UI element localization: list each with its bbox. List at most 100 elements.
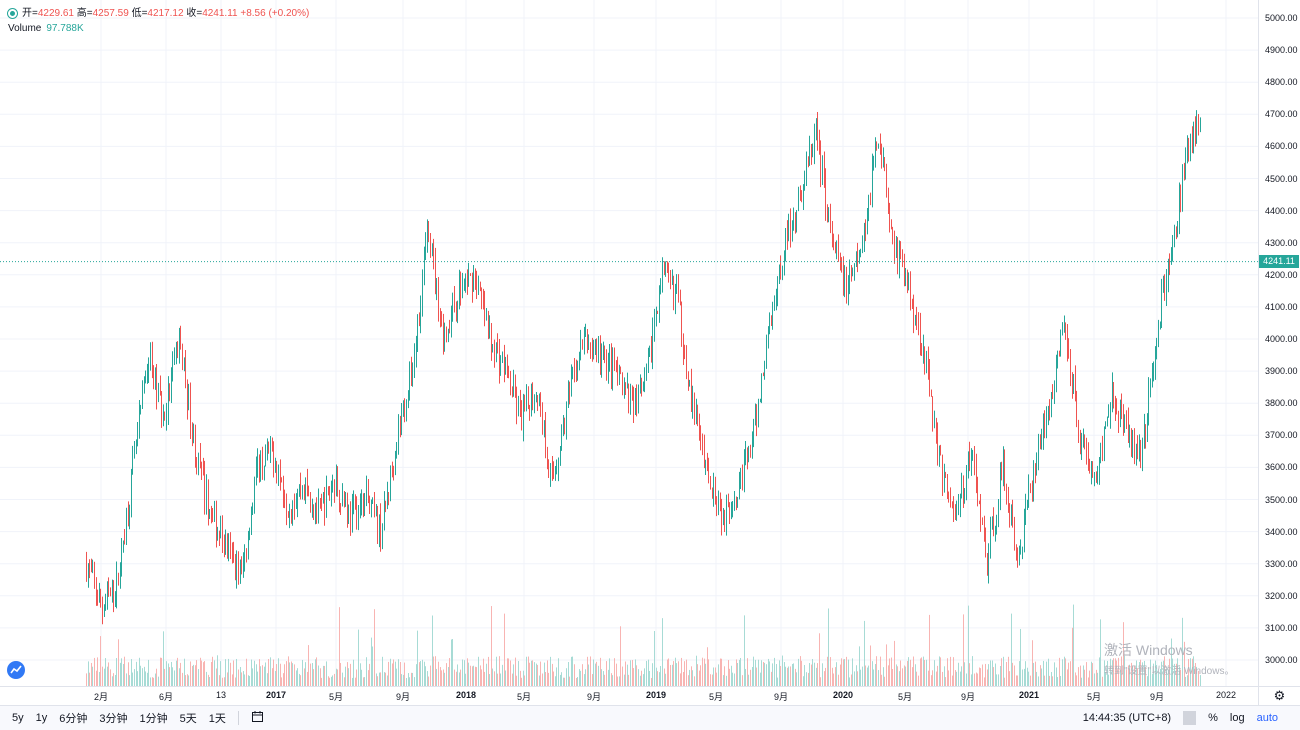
volume-bar-623 [1083, 665, 1084, 686]
volume-bar-399 [724, 666, 725, 686]
volume-bar-277 [529, 662, 530, 686]
auto-scale-toggle[interactable]: auto [1256, 712, 1278, 724]
volume-bar-493 [875, 664, 876, 686]
volume-bar-317 [593, 659, 594, 686]
volume-bar-255 [494, 671, 495, 686]
range-1min-button[interactable]: 1分钟 [139, 713, 168, 725]
volume-bar-197 [401, 674, 402, 686]
volume-bar-285 [542, 673, 543, 686]
volume-bar-245 [478, 656, 479, 686]
range-3min-button[interactable]: 3分钟 [99, 713, 128, 725]
volume-bar-138 [307, 671, 308, 686]
volume-bar-172 [361, 669, 362, 686]
tradingview-logo-icon[interactable] [7, 661, 25, 679]
percent-toggle[interactable]: % [1208, 712, 1218, 724]
volume-bar-513 [907, 660, 908, 686]
price-tick-label: 5000.00 [1265, 13, 1298, 23]
volume-bar-363 [667, 659, 668, 686]
volume-bar-95 [238, 669, 239, 686]
volume-bar-490 [870, 645, 871, 686]
volume-bar-339 [628, 674, 629, 686]
price-tick-label: 3600.00 [1265, 462, 1298, 473]
time-axis[interactable]: 2月 6月 13 2017 5月 9月 2018 5月 9月 2019 5月 9月 2020 5月 9月 20… [0, 686, 1258, 705]
change-value: +8.56 [240, 8, 266, 19]
volume-bar-186 [384, 672, 385, 686]
volume-bar-167 [353, 659, 354, 686]
volume-bar-209 [420, 661, 421, 686]
volume-bar-657 [1137, 668, 1138, 686]
volume-bar-567 [993, 667, 994, 686]
volume-bar-503 [891, 657, 892, 686]
time-tick-label: 9月 [773, 692, 789, 702]
volume-bar-592 [1033, 662, 1034, 686]
volume-bar-524 [924, 660, 925, 686]
volume-bar-34 [140, 665, 141, 686]
settings-gear-icon[interactable]: ⚙ [1258, 686, 1300, 705]
volume-bar-1 [88, 661, 89, 686]
volume-bar-642 [1113, 658, 1114, 686]
candlestick-chart[interactable] [0, 0, 1258, 686]
ohlc-row: 开=4229.61 高=4257.59 低=4217.12 收=4241.11 … [8, 6, 309, 21]
volume-bar-492 [873, 669, 874, 686]
volume-bar-283 [539, 675, 540, 686]
volume-bar-347 [641, 670, 642, 686]
volume-bar-252 [489, 674, 490, 686]
volume-bar-601 [1048, 658, 1049, 686]
price-tick-label: 3700.00 [1265, 430, 1298, 441]
volume-bar-250 [486, 663, 487, 686]
volume-bar-455 [814, 662, 815, 686]
volume-bar-558 [979, 667, 980, 686]
volume-bar-480 [854, 671, 855, 686]
last-price-badge: 4241.11 [1259, 254, 1299, 268]
volume-bar-318 [595, 663, 596, 686]
volume-bar-378 [691, 666, 692, 686]
volume-bar-456 [816, 667, 817, 686]
volume-bar-198 [403, 674, 404, 686]
price-tick-label: 3500.00 [1265, 494, 1298, 505]
volume-bar-422 [761, 660, 762, 686]
volume-bar-505 [894, 640, 895, 686]
volume-bar-381 [696, 655, 697, 686]
range-6min-button[interactable]: 6分钟 [59, 713, 88, 725]
volume-bar-411 [744, 615, 745, 686]
calendar-icon[interactable] [245, 710, 270, 726]
volume-bar-674 [1164, 656, 1165, 686]
volume-bar-305 [574, 664, 575, 686]
chart-area[interactable]: 开=4229.61 高=4257.59 低=4217.12 收=4241.11 … [0, 0, 1258, 686]
volume-bar-367 [673, 661, 674, 686]
volume-bar-379 [692, 670, 693, 686]
volume-bar-78 [211, 661, 212, 686]
volume-bar-210 [422, 659, 423, 686]
series-visibility-icon[interactable] [8, 9, 17, 18]
volume-bar-302 [569, 676, 570, 686]
volume-bar-622 [1081, 677, 1082, 686]
volume-bar-484 [860, 669, 861, 686]
clock-time[interactable]: 14:44:35 (UTC+8) [1082, 712, 1172, 724]
volume-bar-494 [876, 656, 877, 686]
volume-bar-691 [1192, 658, 1193, 686]
volume-bar-324 [604, 674, 605, 686]
volume-bar-265 [510, 660, 511, 686]
volume-bar-482 [857, 671, 858, 686]
high-value: 4257.59 [92, 8, 129, 19]
volume-bar-214 [428, 676, 429, 686]
time-tick-label: 2021 [1018, 690, 1040, 700]
volume-bar-419 [756, 667, 757, 686]
price-scale[interactable]: 3000.00 3100.00 3200.00 3300.00 3400.00 3500.… [1258, 0, 1300, 686]
range-1d-button[interactable]: 1天 [208, 713, 226, 725]
range-5d-button[interactable]: 5天 [179, 713, 197, 725]
price-tick-label: 3300.00 [1265, 558, 1298, 569]
volume-bar-607 [1057, 677, 1058, 686]
volume-bar-536 [944, 666, 945, 686]
range-5y-button[interactable]: 5y [12, 712, 24, 724]
volume-bar-5 [94, 657, 95, 686]
range-1y-button[interactable]: 1y [35, 712, 48, 724]
volume-label: Volume [8, 23, 42, 34]
log-toggle[interactable]: log [1229, 712, 1245, 724]
volume-bar-412 [745, 668, 746, 686]
volume-bar-52 [169, 667, 170, 686]
volume-bar-11 [104, 668, 105, 686]
volume-bar-70 [198, 669, 199, 686]
volume-bar-48 [163, 631, 164, 686]
volume-bar-154 [332, 675, 333, 686]
